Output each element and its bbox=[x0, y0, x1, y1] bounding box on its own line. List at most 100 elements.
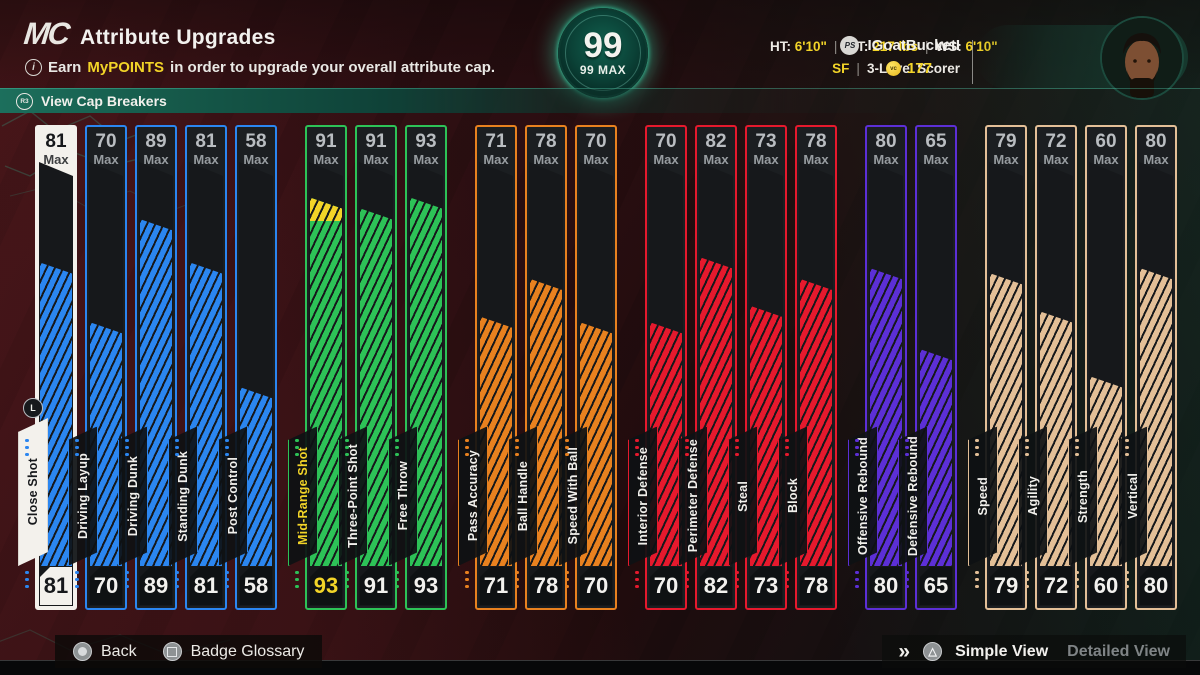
attribute-max-value: 71 bbox=[485, 131, 507, 152]
back-button[interactable]: Back bbox=[73, 642, 137, 661]
attribute-bar[interactable]: 80 Max 80 Offensive Rebound L bbox=[865, 125, 907, 610]
page-title: Attribute Upgrades bbox=[80, 26, 276, 49]
attribute-max-block: 58 Max bbox=[237, 132, 275, 168]
attribute-current-value: 58 bbox=[240, 567, 272, 605]
back-label: Back bbox=[101, 642, 137, 660]
dots-decoration bbox=[905, 438, 909, 442]
attribute-max-label: Max bbox=[873, 152, 899, 167]
attribute-bar[interactable]: 78 Max 78 Block L bbox=[795, 125, 837, 610]
profile-name-row: PS IGoatBucketI bbox=[840, 36, 960, 55]
attribute-max-value: 70 bbox=[655, 131, 677, 152]
attribute-max-value: 89 bbox=[145, 131, 167, 152]
attribute-label: Driving Layup bbox=[76, 453, 90, 539]
dots-decoration bbox=[75, 438, 79, 442]
circle-button-icon bbox=[73, 642, 92, 661]
vc-coin-icon: vc bbox=[885, 61, 901, 76]
gamertag: IGoatBucketI bbox=[867, 37, 960, 54]
attribute-max-label: Max bbox=[923, 152, 949, 167]
attribute-bar[interactable]: 81 Max 81 Close Shot L bbox=[35, 125, 77, 610]
attribute-bar[interactable]: 58 Max 58 Post Control L bbox=[235, 125, 277, 610]
attribute-max-block: 70 Max bbox=[647, 131, 685, 168]
attribute-max-block: 73 Max bbox=[747, 131, 785, 168]
attribute-label: Standing Dunk bbox=[176, 450, 190, 542]
attribute-bar[interactable]: 91 Max 93 Mid-Range Shot L bbox=[305, 125, 347, 610]
cap-breaker-boost-segment bbox=[310, 197, 342, 222]
badge-glossary-button[interactable]: Badge Glossary bbox=[162, 642, 304, 661]
attribute-max-value: 60 bbox=[1095, 131, 1117, 152]
dots-decoration bbox=[635, 438, 639, 442]
attribute-bar[interactable]: 81 Max 81 Standing Dunk L bbox=[185, 125, 227, 610]
dots-decoration bbox=[225, 438, 229, 442]
attribute-label-plate: Speed bbox=[968, 426, 998, 566]
attribute-bar[interactable]: 70 Max 70 Speed With Ball L bbox=[575, 125, 617, 610]
attribute-bar[interactable]: 70 Max 70 Interior Defense L bbox=[645, 125, 687, 610]
attribute-max-value: 65 bbox=[925, 131, 947, 152]
overall-rating-badge: 99 99 MAX bbox=[558, 8, 648, 98]
attribute-bar-frame: 70 Max 70 bbox=[575, 125, 617, 610]
attribute-bar[interactable]: 72 Max 72 Agility L bbox=[1035, 125, 1077, 610]
dots-decoration bbox=[565, 570, 569, 574]
attribute-max-value: 70 bbox=[95, 131, 117, 152]
attribute-bar[interactable]: 82 Max 82 Perimeter Defense L bbox=[695, 125, 737, 610]
attribute-bar[interactable]: 70 Max 70 Driving Layup L bbox=[85, 125, 127, 610]
detailed-view-tab[interactable]: Detailed View bbox=[1067, 642, 1170, 660]
dots-decoration bbox=[345, 570, 349, 574]
attribute-label-plate: Post Control bbox=[218, 426, 248, 566]
attribute-max-block: 80 Max bbox=[867, 131, 905, 168]
attribute-label: Block bbox=[786, 478, 800, 514]
attribute-label-plate: Agility bbox=[1018, 426, 1048, 566]
attribute-current-value: 70 bbox=[580, 567, 612, 605]
attribute-current-value: 71 bbox=[480, 567, 512, 605]
dots-decoration bbox=[125, 570, 129, 574]
attribute-max-block: 71 Max bbox=[477, 131, 515, 168]
attribute-bar-frame: 70 Max 70 bbox=[85, 125, 127, 610]
attribute-bar[interactable]: 65 Max 65 Defensive Rebound L bbox=[915, 125, 957, 610]
attribute-bar[interactable]: 78 Max 78 Ball Handle L bbox=[525, 125, 567, 610]
attribute-bar[interactable]: 79 Max 79 Speed L bbox=[985, 125, 1027, 610]
attribute-max-value: 73 bbox=[755, 131, 777, 152]
attribute-max-label: Max bbox=[193, 152, 219, 167]
dots-decoration bbox=[735, 570, 739, 574]
attribute-max-label: Max bbox=[653, 152, 679, 167]
dots-decoration bbox=[295, 438, 299, 442]
attribute-label: Steal bbox=[736, 480, 750, 512]
attribute-max-label: Max bbox=[413, 152, 439, 167]
hint-highlight: MyPOINTS bbox=[87, 59, 165, 76]
attribute-max-label: Max bbox=[43, 152, 69, 167]
attribute-bar[interactable]: 91 Max 91 Three-Point Shot L bbox=[355, 125, 397, 610]
attribute-current-value: 78 bbox=[530, 567, 562, 605]
attribute-current-value: 73 bbox=[750, 567, 782, 605]
attribute-max-block: 82 Max bbox=[697, 132, 735, 168]
view-cap-breakers-button[interactable]: R3 View Cap Breakers bbox=[0, 88, 1200, 113]
vc-amount: 177 bbox=[906, 60, 932, 77]
attribute-label: Vertical bbox=[1126, 472, 1140, 520]
dots-decoration bbox=[975, 570, 979, 574]
attribute-label: Ball Handle bbox=[516, 460, 530, 532]
attribute-max-block: 60 Max bbox=[1087, 131, 1125, 168]
attribute-current-value: 80 bbox=[1140, 567, 1172, 605]
attribute-max-value: 80 bbox=[1145, 131, 1167, 152]
attribute-label-plate: Perimeter Defense bbox=[678, 426, 708, 566]
simple-view-tab[interactable]: Simple View bbox=[955, 642, 1049, 660]
attribute-label-plate: Interior Defense bbox=[628, 426, 658, 566]
attribute-max-value: 80 bbox=[875, 131, 897, 152]
attribute-label-plate: Vertical bbox=[1118, 426, 1148, 566]
attribute-label: Free Throw bbox=[396, 461, 410, 531]
attribute-label-plate: Pass Accuracy bbox=[458, 426, 488, 566]
info-icon: i bbox=[25, 59, 42, 76]
attribute-bar[interactable]: 80 Max 80 Vertical L bbox=[1135, 125, 1177, 610]
attribute-label: Interior Defense bbox=[636, 446, 650, 546]
psn-platform-icon: PS bbox=[840, 36, 860, 55]
attribute-bar[interactable]: 93 Max 93 Free Throw L bbox=[405, 125, 447, 610]
attribute-max-label: Max bbox=[1143, 152, 1169, 167]
player-avatar bbox=[1100, 16, 1184, 100]
attribute-max-block: 72 Max bbox=[1037, 132, 1075, 168]
attribute-current-value: 70 bbox=[90, 567, 122, 605]
attribute-label: Agility bbox=[1026, 476, 1040, 516]
attribute-bar[interactable]: 89 Max 89 Driving Dunk L bbox=[135, 125, 177, 610]
dots-decoration bbox=[395, 438, 399, 442]
dots-decoration bbox=[345, 438, 349, 442]
attribute-label: Speed With Ball bbox=[566, 447, 580, 545]
dots-decoration bbox=[855, 570, 859, 574]
attribute-bar[interactable]: 71 Max 71 Pass Accuracy L bbox=[475, 125, 517, 610]
